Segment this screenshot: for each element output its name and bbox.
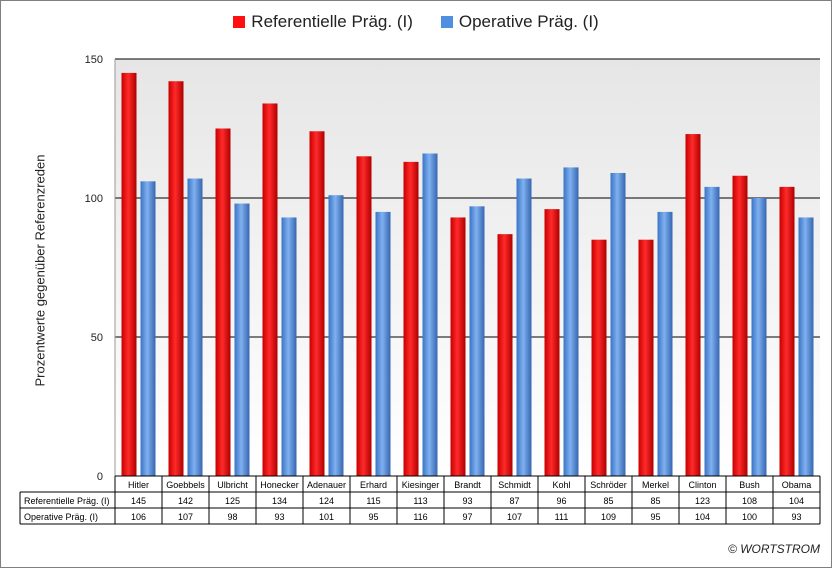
bar-referentielle xyxy=(544,209,560,476)
category-label: Obama xyxy=(782,480,812,490)
legend-swatch-referentielle xyxy=(233,16,246,28)
category-label: Schröder xyxy=(590,480,627,490)
table-value: 109 xyxy=(601,512,616,522)
bar-operative xyxy=(469,206,485,476)
category-label: Adenauer xyxy=(307,480,346,490)
bar-referentielle xyxy=(685,134,701,476)
table-value: 98 xyxy=(227,512,237,522)
table-series-label: Operative Präg. (I) xyxy=(24,512,98,522)
bar-operative xyxy=(422,153,438,476)
category-label: Honecker xyxy=(260,480,299,490)
bar-operative xyxy=(563,167,579,477)
table-value: 115 xyxy=(366,496,380,506)
table-value: 93 xyxy=(274,512,284,522)
category-label: Erhard xyxy=(360,480,387,490)
table-value: 96 xyxy=(556,496,566,506)
table-value: 95 xyxy=(650,512,660,522)
bar-referentielle xyxy=(779,186,795,476)
bar-operative xyxy=(281,217,297,476)
bar-referentielle xyxy=(309,131,325,476)
bar-referentielle xyxy=(121,72,137,477)
table-value: 85 xyxy=(650,496,660,506)
table-value: 106 xyxy=(131,512,146,522)
bar-operative xyxy=(704,186,720,476)
bar-operative xyxy=(751,198,767,476)
y-tick-label: 0 xyxy=(97,471,103,483)
bar-operative xyxy=(610,172,626,477)
table-value: 97 xyxy=(462,512,472,522)
table-value: 104 xyxy=(695,512,710,522)
table-value: 124 xyxy=(319,496,334,506)
bar-operative xyxy=(516,178,532,477)
legend-swatch-operative xyxy=(440,16,453,28)
table-value: 134 xyxy=(272,496,287,506)
bar-operative xyxy=(657,211,673,476)
category-label: Goebbels xyxy=(166,480,205,490)
table-value: 111 xyxy=(555,512,569,522)
bar-referentielle xyxy=(356,156,372,477)
table-value: 116 xyxy=(413,512,427,522)
copyright-notice: © WORTSTROM xyxy=(728,542,820,556)
table-value: 107 xyxy=(178,512,193,522)
table-value: 95 xyxy=(368,512,378,522)
bar-referentielle xyxy=(732,175,748,476)
bar-referentielle xyxy=(591,239,607,476)
bar-referentielle xyxy=(450,217,466,476)
table-value: 107 xyxy=(507,512,522,522)
table-value: 93 xyxy=(791,512,801,522)
category-label: Merkel xyxy=(642,480,669,490)
category-label: Clinton xyxy=(688,480,716,490)
table-value: 142 xyxy=(178,496,193,506)
legend-label-referentielle: Referentielle Präg. (I) xyxy=(251,12,413,31)
bar-operative xyxy=(234,203,250,476)
table-value: 104 xyxy=(789,496,804,506)
table-value: 85 xyxy=(603,496,613,506)
category-label: Kohl xyxy=(552,480,570,490)
bar-referentielle xyxy=(215,128,231,476)
table-value: 108 xyxy=(742,496,757,506)
legend-item-operative: Operative Präg. (I) xyxy=(440,12,599,32)
plot-area xyxy=(115,59,820,476)
bar-operative xyxy=(328,195,344,476)
table-value: 113 xyxy=(413,496,427,506)
category-label: Hitler xyxy=(128,480,149,490)
bar-referentielle xyxy=(497,234,513,476)
category-label: Kiesinger xyxy=(402,480,440,490)
table-series-label: Referentielle Präg. (I) xyxy=(24,496,110,506)
category-label: Ulbricht xyxy=(217,480,248,490)
legend: Referentielle Präg. (I) Operative Präg. … xyxy=(0,12,832,32)
bar-referentielle xyxy=(403,161,419,477)
legend-item-referentielle: Referentielle Präg. (I) xyxy=(233,12,413,32)
category-label: Bush xyxy=(739,480,760,490)
table-value: 123 xyxy=(695,496,710,506)
category-label: Brandt xyxy=(454,480,481,490)
y-tick-label: 150 xyxy=(85,54,103,66)
table-value: 125 xyxy=(225,496,240,506)
bar-referentielle xyxy=(262,103,278,476)
bar-referentielle xyxy=(638,239,654,476)
y-tick-label: 50 xyxy=(91,332,103,344)
bar-operative xyxy=(375,211,391,476)
bar-operative xyxy=(140,181,156,476)
bar-operative xyxy=(798,217,814,476)
bar-referentielle xyxy=(168,81,184,477)
y-tick-label: 100 xyxy=(85,193,103,205)
table-value: 93 xyxy=(462,496,472,506)
table-value: 101 xyxy=(319,512,334,522)
table-value: 100 xyxy=(742,512,757,522)
table-value: 145 xyxy=(131,496,146,506)
bar-operative xyxy=(187,178,203,477)
legend-label-operative: Operative Präg. (I) xyxy=(458,12,599,31)
category-label: Schmidt xyxy=(498,480,531,490)
table-value: 87 xyxy=(509,496,519,506)
